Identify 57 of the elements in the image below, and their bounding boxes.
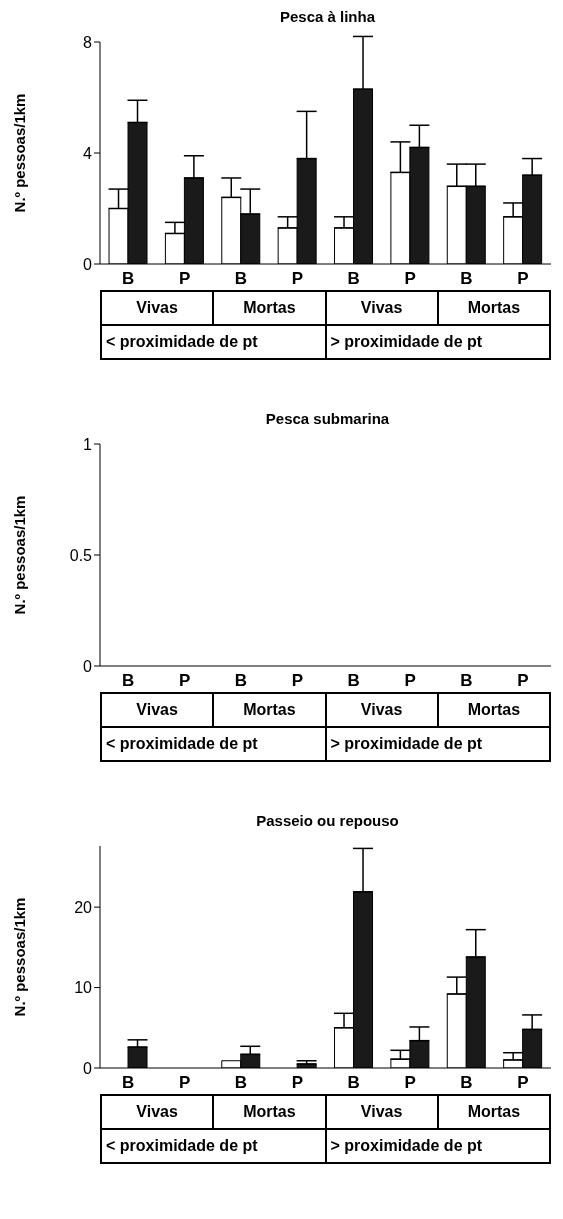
y-axis-title: N.º pessoas/1km bbox=[11, 495, 29, 615]
text: Vivas bbox=[326, 292, 439, 324]
y-axis-title: N.º pessoas/1km bbox=[11, 897, 29, 1017]
y-tick-label: 0 bbox=[83, 1059, 93, 1077]
text: Vivas bbox=[326, 1096, 439, 1128]
text: Mortas bbox=[466, 298, 522, 318]
y-tick-label: 1 bbox=[83, 435, 93, 453]
x-tick-label: P bbox=[517, 269, 529, 289]
text: Mortas bbox=[214, 1096, 327, 1128]
x-tick-label: B bbox=[347, 1073, 360, 1093]
x-tick-label: B bbox=[460, 269, 473, 289]
x-tick-label: B bbox=[234, 269, 248, 289]
x-tick-label: B bbox=[347, 269, 360, 289]
x-tick-label: P bbox=[404, 1073, 416, 1093]
x-tick-label: P bbox=[291, 671, 303, 691]
x-tick-label: B bbox=[234, 671, 248, 691]
y-axis-title: N.º pessoas/1km bbox=[11, 93, 29, 213]
y-tick-label: 8 bbox=[83, 33, 93, 51]
x-tick-label: B bbox=[122, 269, 135, 289]
x-tick-label: P bbox=[291, 1073, 303, 1093]
x-tick-label: B bbox=[460, 1073, 473, 1093]
x-tick-label: P bbox=[291, 269, 303, 289]
x-tick-label: P bbox=[517, 1073, 529, 1093]
x-tick-label: P bbox=[517, 671, 529, 691]
text: Mortas bbox=[214, 694, 327, 726]
y-tick-label: 0 bbox=[83, 255, 93, 273]
text: Mortas bbox=[214, 292, 327, 324]
x-tick-label: B bbox=[460, 671, 473, 691]
chart-title: Pesca submarina bbox=[264, 410, 391, 429]
y-tick-label: 4 bbox=[83, 144, 93, 162]
x-tick-label: P bbox=[178, 269, 191, 289]
text: > proximidade de pt bbox=[329, 1136, 484, 1156]
chart-title: Pesca à linha bbox=[278, 8, 377, 27]
text: Mortas bbox=[466, 1102, 522, 1122]
text: > proximidade de pt bbox=[329, 332, 484, 352]
text: Vivas bbox=[326, 694, 439, 726]
chart-title: Passeio ou repouso bbox=[255, 812, 400, 831]
text: > proximidade de pt bbox=[329, 734, 484, 754]
x-tick-label: P bbox=[178, 1073, 191, 1093]
x-tick-label: P bbox=[404, 269, 416, 289]
text: Vivas bbox=[102, 1096, 215, 1128]
y-tick-label: 0.5 bbox=[69, 546, 93, 564]
x-tick-label: B bbox=[122, 1073, 135, 1093]
x-tick-label: B bbox=[234, 1073, 248, 1093]
text: < proximidade de pt bbox=[102, 1130, 327, 1162]
x-tick-label: P bbox=[404, 671, 416, 691]
y-tick-label: 20 bbox=[74, 898, 93, 916]
y-tick-label: 10 bbox=[74, 979, 93, 997]
text: < proximidade de pt bbox=[102, 728, 327, 760]
x-tick-label: P bbox=[178, 671, 191, 691]
y-tick-label: 0 bbox=[83, 657, 93, 675]
text: Mortas bbox=[466, 700, 522, 720]
text: < proximidade de pt bbox=[102, 326, 327, 358]
text: Vivas bbox=[102, 292, 215, 324]
text: Vivas bbox=[102, 694, 215, 726]
x-tick-label: B bbox=[122, 671, 135, 691]
x-tick-label: B bbox=[347, 671, 360, 691]
